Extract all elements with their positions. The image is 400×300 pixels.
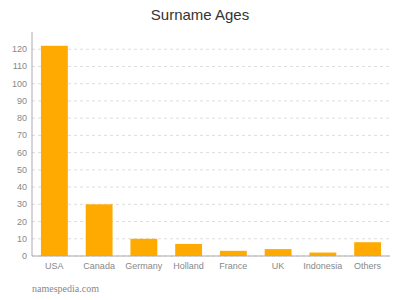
grid-line bbox=[32, 83, 390, 84]
y-tick-label: 50 bbox=[17, 165, 27, 175]
y-tick-label: 40 bbox=[17, 182, 27, 192]
x-tick-label: Holland bbox=[173, 261, 204, 271]
watermark: namespedia.com bbox=[32, 283, 99, 294]
grid-line bbox=[32, 100, 390, 101]
grid-line bbox=[32, 118, 390, 119]
y-tick-label: 120 bbox=[12, 44, 27, 54]
x-tick-label: USA bbox=[45, 261, 64, 271]
x-tick-label: Others bbox=[354, 261, 382, 271]
grid bbox=[32, 49, 390, 256]
bars bbox=[41, 46, 381, 256]
x-axis-line bbox=[32, 256, 390, 257]
bar bbox=[175, 244, 202, 256]
x-tick-label: Canada bbox=[83, 261, 115, 271]
grid-line bbox=[32, 187, 390, 188]
chart: Surname Ages 0 10 20 30 40 50 60 70 80 90 100 110 120… bbox=[0, 0, 400, 300]
grid-line bbox=[32, 256, 390, 257]
bar bbox=[86, 204, 113, 256]
y-tick-label: 90 bbox=[17, 96, 27, 106]
y-tick-label: 80 bbox=[17, 113, 27, 123]
x-tick-label: Germany bbox=[125, 261, 163, 271]
y-tick-label: 100 bbox=[12, 79, 27, 89]
x-tick-labels: USA Canada Germany Holland France UK Indonesia… bbox=[45, 261, 382, 271]
y-tick-label: 20 bbox=[17, 217, 27, 227]
y-axis-line bbox=[32, 32, 33, 256]
grid-line bbox=[32, 66, 390, 67]
x-tick-label: Indonesia bbox=[303, 261, 342, 271]
bar bbox=[309, 253, 336, 256]
grid-line bbox=[32, 169, 390, 170]
grid-line bbox=[32, 49, 390, 50]
y-tick-label: 70 bbox=[17, 130, 27, 140]
y-tick-labels: 0 10 20 30 40 50 60 70 80 90 100 110 120 bbox=[12, 44, 27, 261]
grid-line bbox=[32, 135, 390, 136]
grid-line bbox=[32, 152, 390, 153]
chart-container: Surname Ages 0 10 20 30 40 50 60 70 80 90 100 110 120… bbox=[0, 0, 400, 300]
bar bbox=[41, 46, 68, 256]
y-tick-label: 30 bbox=[17, 199, 27, 209]
y-tick-label: 0 bbox=[22, 251, 27, 261]
y-tick-label: 110 bbox=[13, 61, 27, 71]
x-tick-label: UK bbox=[272, 261, 285, 271]
page: {"chart_data": {"type": "bar", "title": … bbox=[0, 0, 400, 300]
y-tick-label: 10 bbox=[17, 234, 27, 244]
title: Surname Ages bbox=[151, 6, 249, 23]
x-tick-label: France bbox=[219, 261, 247, 271]
bar bbox=[354, 242, 381, 256]
y-tick-label: 60 bbox=[17, 148, 27, 158]
bar bbox=[130, 239, 157, 256]
bar bbox=[220, 251, 247, 256]
bar bbox=[265, 249, 292, 256]
